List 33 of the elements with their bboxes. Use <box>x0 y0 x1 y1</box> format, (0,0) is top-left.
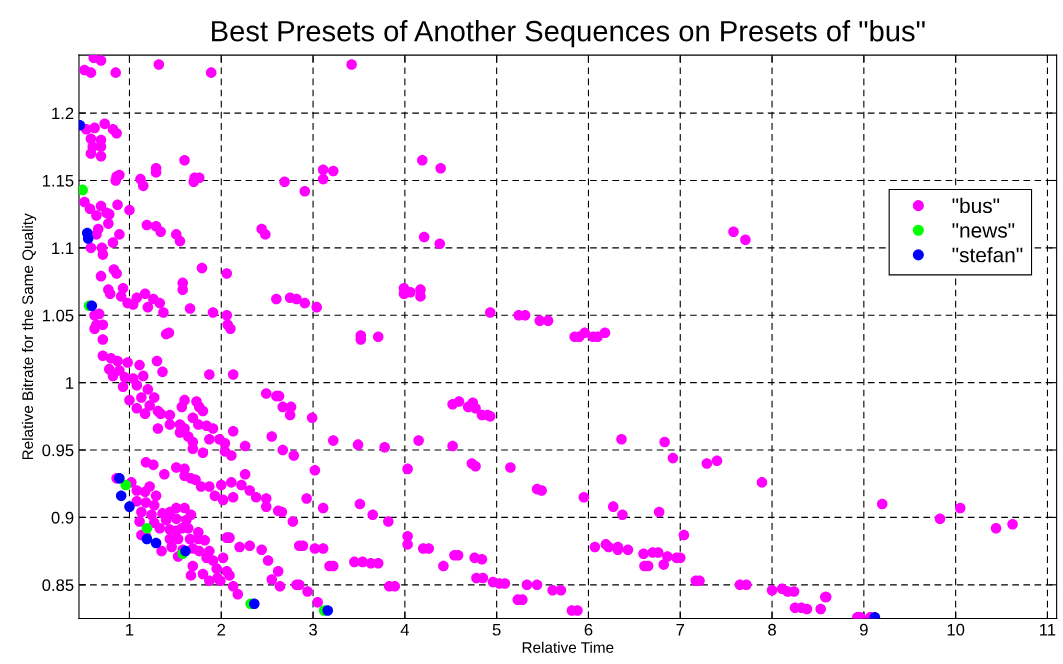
point <box>78 184 88 196</box>
y-tick-label: 1.1 <box>52 242 74 254</box>
x-tick-label: 4 <box>400 623 410 636</box>
legend-label: "bus" <box>952 197 1000 214</box>
y-tick-label: 1.15 <box>42 175 74 187</box>
y-tick-label: 1.05 <box>42 309 74 322</box>
x-tick-label: 1 <box>126 623 134 636</box>
x-tick-label: 2 <box>217 623 226 636</box>
x-tick-label: 6 <box>584 623 593 636</box>
legend-label: "stefan" <box>952 247 1023 263</box>
y-tick-label: 0.95 <box>42 444 74 457</box>
point <box>115 490 127 502</box>
y-axis-title: Relative Bitrate for the Same Quality <box>21 213 37 460</box>
x-axis-title: Relative Time <box>522 641 614 653</box>
y-tick-label: 1 <box>66 377 74 389</box>
point <box>141 522 153 534</box>
point <box>150 537 162 549</box>
y-tick-label: 1.2 <box>52 107 74 120</box>
y-tick-label: 0.85 <box>42 579 74 592</box>
point <box>124 501 135 512</box>
y-tick-label: 0.9 <box>51 511 74 524</box>
x-tick-label: 10 <box>947 623 965 636</box>
legend-label: "news" <box>952 223 1015 238</box>
x-tick-label: 11 <box>1040 623 1056 636</box>
x-tick-label: 3 <box>309 623 317 636</box>
x-tick-label: 8 <box>768 623 776 636</box>
x-tick-label: 7 <box>676 623 685 636</box>
point <box>249 598 260 609</box>
x-tick-label: 5 <box>492 623 501 636</box>
chart-title: Best Presets of Another Sequences on Presets of "bus" <box>212 20 925 48</box>
point <box>322 605 334 616</box>
x-tick-label: 9 <box>859 623 868 636</box>
point <box>120 479 132 491</box>
